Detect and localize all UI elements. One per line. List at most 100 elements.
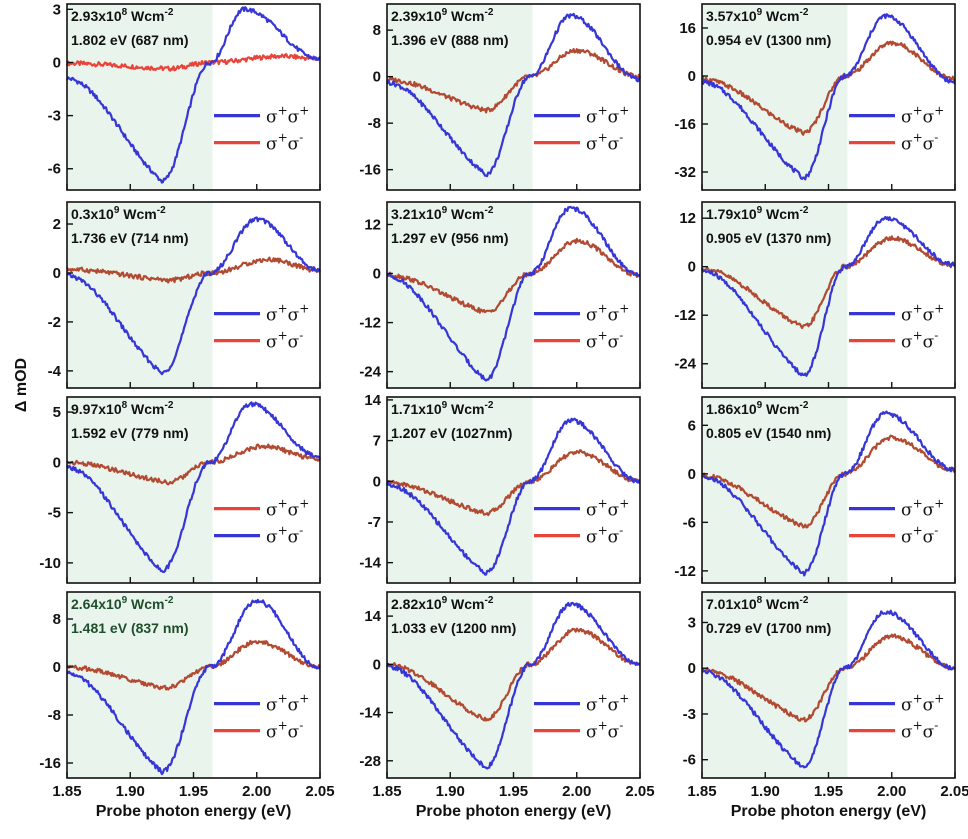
- legend-label: σ+σ+: [586, 692, 629, 716]
- annotation-power: 1.79x109 Wcm-2: [706, 205, 809, 222]
- co-series-line: [701, 410, 956, 577]
- y-tick-label: -3: [683, 706, 696, 723]
- annotation-power: 7.01x108 Wcm-2: [706, 595, 809, 612]
- y-tick-label: 0: [53, 265, 61, 282]
- y-tick-label: -14: [359, 705, 381, 722]
- y-tick-label: -16: [359, 162, 381, 179]
- cross-series-line: [701, 235, 956, 330]
- annotation-power: 3.57x109 Wcm-2: [706, 7, 809, 24]
- y-tick-label: 0: [688, 466, 696, 483]
- y-tick-label: -7: [368, 514, 381, 531]
- annotation-wavelength: 1.033 eV (1200 nm): [391, 620, 516, 636]
- panel-r3c2: 14 7 0 -7 -14 1.71x109 Wcm-2 1.207 eV (1027nm)…: [359, 392, 641, 584]
- y-tick-label: 12: [679, 210, 696, 227]
- legend-label: σ+σ-: [901, 131, 938, 155]
- annotation-wavelength: 0.805 eV (1540 nm): [706, 425, 831, 441]
- y-tick-label: 3: [688, 614, 696, 631]
- y-tick-label: 7: [373, 433, 381, 450]
- annotation-wavelength: 1.802 eV (687 nm): [71, 32, 189, 48]
- cross-series-line: [701, 434, 956, 529]
- x-tick-label: 1.95: [814, 783, 843, 800]
- y-tick-label: 0: [688, 259, 696, 276]
- annotation-wavelength: 0.905 eV (1370 nm): [706, 230, 831, 246]
- panel-r4c1: 8 0 -8 -16 1.85 1.90 1.95 2.00 2.05 Probe photon …: [39, 591, 335, 820]
- legend-label: σ+σ+: [901, 104, 944, 128]
- legend-label: σ+σ+: [266, 104, 309, 128]
- cross-series-line: [386, 237, 641, 314]
- legend-label: σ+σ+: [266, 692, 309, 716]
- x-axis-title: Probe photon energy (eV): [416, 803, 612, 820]
- y-tick-label: -12: [674, 307, 696, 324]
- y-tick-label: -14: [359, 555, 381, 572]
- y-tick-label: -6: [48, 161, 61, 178]
- y-tick-label: 0: [53, 454, 61, 471]
- y-tick-label: -8: [368, 115, 381, 132]
- cross-series-line: [702, 633, 956, 723]
- legend-label: σ+σ+: [901, 497, 944, 521]
- legend-label: σ+σ-: [901, 524, 938, 548]
- annotation-power: 2.93x108 Wcm-2: [71, 7, 174, 24]
- legend-label: σ+σ-: [586, 524, 623, 548]
- cross-series-line: [66, 443, 321, 486]
- panels-layer: 3 0 -3 -6 2.93x108 Wcm-2 1.802 eV (687 nm) σ+σ…: [39, 1, 968, 820]
- x-tick-label: 1.90: [436, 783, 465, 800]
- co-series-line: [66, 401, 321, 574]
- x-tick-label: 2.00: [877, 783, 906, 800]
- y-tick-label: 0: [373, 69, 381, 86]
- legend-label: σ+σ+: [586, 497, 629, 521]
- co-series-line: [385, 417, 641, 576]
- panel-r1c3: 16 0 -16 -32 3.57x109 Wcm-2 0.954 eV (1300 nm…: [674, 3, 956, 191]
- annotation-power: 2.82x109 Wcm-2: [391, 595, 494, 612]
- shaded-region: [387, 202, 533, 388]
- x-tick-label: 1.95: [179, 783, 208, 800]
- y-tick-label: 3: [53, 1, 61, 18]
- panel-r4c3: 3 0 -3 -6 1.85 1.90 1.95 2.00 2.05 Probe photon e…: [683, 591, 968, 820]
- legend-label: σ+σ-: [586, 329, 623, 353]
- x-tick-label: 2.05: [940, 783, 968, 800]
- y-tick-label: 2: [53, 216, 61, 233]
- x-axis-title: Probe photon energy (eV): [96, 803, 292, 820]
- panel-r3c1: 5 0 -5 -10 9.97x108 Wcm-2 1.592 eV (779 nm) σ+…: [39, 396, 321, 584]
- cross-series-line: [701, 40, 956, 136]
- cross-series-line: [387, 627, 641, 722]
- y-tick-label: 8: [53, 611, 61, 628]
- shaded-region: [702, 592, 848, 778]
- annotation-wavelength: 1.481 eV (837 nm): [71, 620, 189, 636]
- y-tick-label: -24: [359, 364, 381, 381]
- y-tick-label: 0: [688, 660, 696, 677]
- annotation-wavelength: 0.729 eV (1700 nm): [706, 620, 831, 636]
- x-tick-label: 2.00: [562, 783, 591, 800]
- x-tick-label: 1.85: [687, 783, 716, 800]
- panel-r1c2: 8 0 -8 -16 2.39x109 Wcm-2 1.396 eV (888 nm) σ+…: [359, 3, 642, 191]
- y-tick-label: -32: [674, 164, 696, 181]
- shaded-region: [702, 4, 848, 190]
- y-tick-label: -16: [674, 116, 696, 133]
- y-tick-label: 6: [688, 417, 696, 434]
- annotation-wavelength: 1.592 eV (779 nm): [71, 425, 189, 441]
- annotation-power: 9.97x108 Wcm-2: [71, 400, 174, 417]
- legend-label: σ+σ-: [266, 329, 303, 353]
- x-tick-label: 2.05: [625, 783, 654, 800]
- y-tick-label: 14: [364, 608, 381, 625]
- y-tick-label: 16: [679, 20, 696, 37]
- shaded-region: [67, 4, 213, 190]
- y-tick-label: -3: [48, 108, 61, 125]
- panel-r2c3: 12 0 -12 -24 1.79x109 Wcm-2 0.905 eV (1370 nm…: [674, 201, 956, 389]
- annotation-power: 2.39x109 Wcm-2: [391, 7, 494, 24]
- shaded-region: [387, 592, 533, 778]
- panel-r2c2: 12 0 -12 -24 3.21x109 Wcm-2 1.297 eV (956 nm)…: [359, 201, 641, 389]
- y-tick-label: -12: [359, 315, 381, 332]
- cross-series-line: [66, 639, 321, 691]
- y-tick-label: 12: [364, 216, 381, 233]
- legend-label: σ+σ+: [586, 104, 629, 128]
- y-tick-label: -10: [39, 555, 61, 572]
- panel-r3c3: 6 0 -6 -12 1.86x109 Wcm-2 0.805 eV (1540 nm) σ…: [674, 396, 956, 584]
- y-tick-label: -8: [48, 707, 61, 724]
- legend-label: σ+σ-: [266, 524, 303, 548]
- y-tick-label: 5: [53, 404, 61, 421]
- x-tick-label: 1.85: [372, 783, 401, 800]
- legend-label: σ+σ-: [266, 131, 303, 155]
- y-tick-label: 8: [373, 22, 381, 39]
- x-tick-label: 2.00: [242, 783, 271, 800]
